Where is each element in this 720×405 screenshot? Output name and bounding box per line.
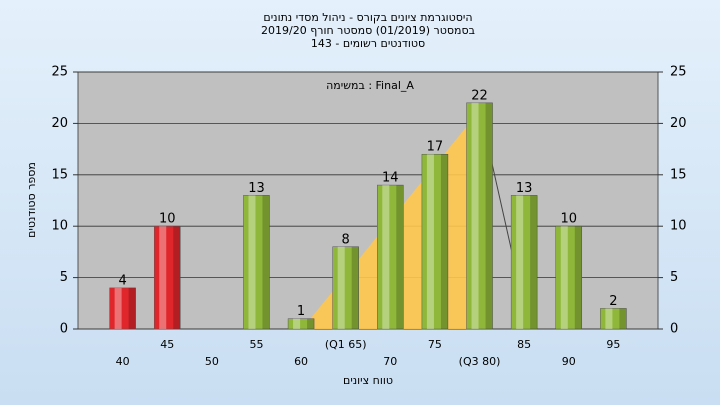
y2-tick-label: 20	[670, 116, 687, 131]
y-tick-label: 10	[51, 219, 68, 234]
y-tick-label: 25	[51, 65, 68, 80]
data-label: 8	[342, 232, 350, 247]
bar	[555, 225, 583, 330]
y2-tick-label: 0	[670, 322, 678, 337]
bar	[466, 102, 493, 330]
x-tick-label: 55	[249, 338, 263, 351]
bar-highlight	[516, 195, 524, 329]
x-tick-label: 90	[562, 355, 576, 368]
x-tick-label: 40	[116, 355, 130, 368]
bar-shade	[440, 154, 448, 329]
bar-shade	[619, 308, 627, 329]
bar-highlight	[605, 308, 613, 329]
bar-highlight	[560, 226, 568, 329]
data-label: 17	[427, 140, 444, 155]
data-label: 1	[297, 304, 305, 319]
bar	[243, 195, 270, 330]
y2-tick-label: 25	[670, 65, 687, 80]
chart-title: היסטוגרמת ציונים בקורס - ניהול מסדי נתונ…	[263, 11, 472, 24]
x-tick-label: 45	[160, 338, 174, 351]
bar-highlight	[337, 246, 345, 329]
bar-shade	[485, 102, 493, 329]
bar	[109, 287, 136, 330]
bar-shade	[396, 185, 404, 329]
y-tick-label: 15	[51, 167, 68, 182]
y-axis-label: מספר סטודנטים	[25, 162, 38, 238]
x-tick-label: 95	[606, 338, 620, 351]
bar-highlight	[382, 185, 390, 329]
bar-highlight	[471, 102, 479, 329]
y2-tick-label: 15	[670, 167, 687, 182]
data-label: 10	[159, 212, 176, 227]
data-label: 13	[516, 181, 533, 196]
data-label: 4	[118, 273, 126, 288]
bar-highlight	[426, 154, 434, 329]
bar-shade	[128, 287, 136, 329]
y-tick-label: 20	[51, 116, 68, 131]
bar-highlight	[248, 195, 256, 329]
chart-subtitle: סטודנטים רשומים - 143	[311, 37, 425, 50]
y2-tick-label: 10	[670, 219, 687, 234]
x-tick-label: 60	[294, 355, 308, 368]
bar	[510, 195, 538, 330]
bar-highlight	[114, 287, 122, 329]
bar-shade	[173, 226, 181, 329]
x-tick-label: 85	[517, 338, 531, 351]
x-tick-label: 75	[428, 338, 442, 351]
data-label: 14	[382, 171, 399, 186]
bar	[421, 153, 449, 330]
bar-highlight	[293, 318, 301, 329]
bar-shade	[262, 195, 270, 329]
bar-highlight	[159, 226, 167, 329]
data-label: 2	[609, 294, 617, 309]
bar	[600, 308, 627, 330]
annotation: במשימה : Final_A	[326, 79, 414, 92]
bar	[332, 246, 359, 330]
bar-shade	[351, 246, 359, 329]
bar	[153, 225, 181, 330]
data-label: 22	[471, 88, 488, 103]
y2-tick-label: 5	[670, 270, 678, 285]
bar-shade	[530, 195, 538, 329]
x-tick-label: (Q1 65)	[325, 338, 367, 351]
x-tick-label: 50	[205, 355, 219, 368]
data-label: 13	[248, 181, 265, 196]
y-tick-label: 0	[60, 322, 68, 337]
x-tick-label: 70	[383, 355, 397, 368]
y-tick-label: 5	[60, 270, 68, 285]
x-tick-label: (Q3 80)	[459, 355, 501, 368]
bar	[287, 318, 315, 330]
bar	[377, 184, 404, 330]
bar-shade	[574, 226, 582, 329]
chart-subtitle: בסמסטר (01/2019) סמסטר חורף 2019/20	[261, 24, 475, 37]
x-axis-label: טווח ציונים	[343, 374, 393, 387]
data-label: 10	[560, 212, 577, 227]
bar-shade	[307, 318, 315, 329]
